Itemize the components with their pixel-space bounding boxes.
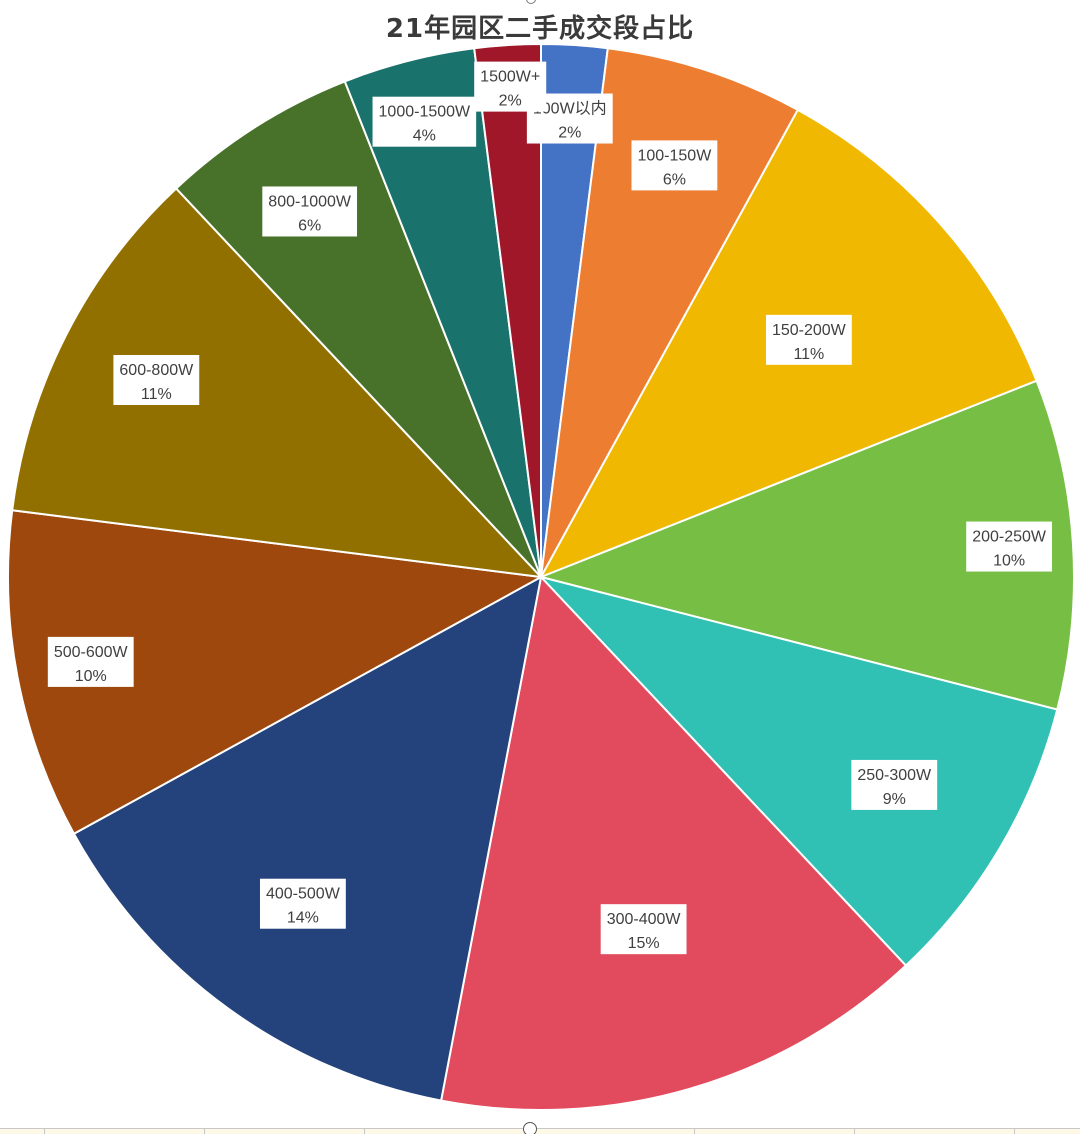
data-label-500-600w: 500-600W 10%: [47, 636, 134, 687]
data-label-400-500w: 400-500W 14%: [259, 878, 346, 929]
data-label-200-250w: 200-250W 10%: [966, 521, 1053, 572]
pie-slice-500-600w[interactable]: [7, 509, 545, 836]
data-label-600-800w: 600-800W 11%: [113, 354, 200, 405]
data-label-category: 400-500W: [266, 886, 341, 903]
pie-slice-400-500w[interactable]: [72, 575, 543, 1102]
data-label-250-300w: 250-300W 9%: [851, 759, 938, 810]
data-label-value: 15%: [628, 935, 660, 952]
data-label-box: [966, 521, 1053, 572]
data-label-1000-1500w: 1000-1500W 4%: [372, 96, 477, 147]
grid-tick: [44, 1129, 45, 1134]
data-label-value: 10%: [993, 553, 1025, 570]
data-label-value: 9%: [883, 791, 906, 808]
data-label-box: [113, 354, 200, 405]
data-label-value: 6%: [298, 217, 321, 234]
data-label-box: [851, 759, 938, 810]
data-label-800-1000w: 800-1000W 6%: [262, 186, 358, 237]
pie-slices: [7, 42, 1075, 1111]
data-label-box: [372, 96, 477, 147]
data-label-value: 6%: [663, 171, 686, 188]
data-label-category: 200-250W: [972, 529, 1047, 546]
data-label-box: [474, 61, 547, 112]
data-label-1500w: 1500W+ 2%: [474, 61, 547, 112]
chart-resize-handle-bottom[interactable]: [523, 1122, 537, 1134]
data-label-category: 1500W+: [480, 69, 540, 86]
grid-tick: [204, 1129, 205, 1134]
data-label-category: 300-400W: [607, 911, 682, 928]
pie-slice-200-250w[interactable]: [537, 379, 1075, 711]
spreadsheet-gridline-strip: [0, 1128, 1080, 1134]
pie-slice-300-400w[interactable]: [439, 574, 908, 1111]
pie-slice-1500w[interactable]: [473, 42, 542, 578]
data-label-box: [47, 636, 134, 687]
data-label-box: [259, 878, 346, 929]
data-label-value: 2%: [499, 93, 522, 110]
data-label-box: [765, 314, 852, 365]
data-label-category: 250-300W: [857, 767, 932, 784]
data-label-category: 100W以内: [533, 100, 607, 118]
data-label-value: 11%: [793, 346, 824, 363]
data-label-150-200w: 150-200W 11%: [765, 314, 852, 365]
data-label-box: [600, 904, 687, 955]
grid-tick: [854, 1129, 855, 1134]
data-label-category: 600-800W: [119, 362, 194, 379]
pie-labels: 100W以内 2% 100-150W 6% 150-200W 11% 200-250W 10%…: [47, 61, 1053, 955]
grid-tick: [694, 1129, 695, 1134]
data-label-category: 1000-1500W: [379, 104, 472, 121]
data-label-100-150w: 100-150W 6%: [631, 140, 718, 191]
grid-tick: [1014, 1129, 1015, 1134]
grid-tick: [364, 1129, 365, 1134]
data-label-value: 4%: [413, 128, 436, 145]
data-label-value: 11%: [141, 386, 172, 403]
data-label-category: 500-600W: [54, 644, 129, 661]
data-label-value: 10%: [75, 668, 107, 685]
data-label-category: 100-150W: [637, 147, 712, 164]
pie-slice-600-800w[interactable]: [11, 187, 544, 579]
chart-title: 21年园区二手成交段占比: [385, 14, 695, 44]
pie-slice-250-300w[interactable]: [537, 575, 1059, 967]
data-label-value: 14%: [287, 910, 319, 927]
data-label-300-400w: 300-400W 15%: [600, 904, 687, 955]
data-label-category: 800-1000W: [268, 193, 352, 210]
data-label-category: 150-200W: [772, 322, 847, 339]
data-label-value: 2%: [558, 125, 581, 142]
data-label-box: [631, 140, 718, 191]
pie-slice-100-150w[interactable]: [540, 47, 800, 578]
data-label-box: [262, 186, 358, 237]
